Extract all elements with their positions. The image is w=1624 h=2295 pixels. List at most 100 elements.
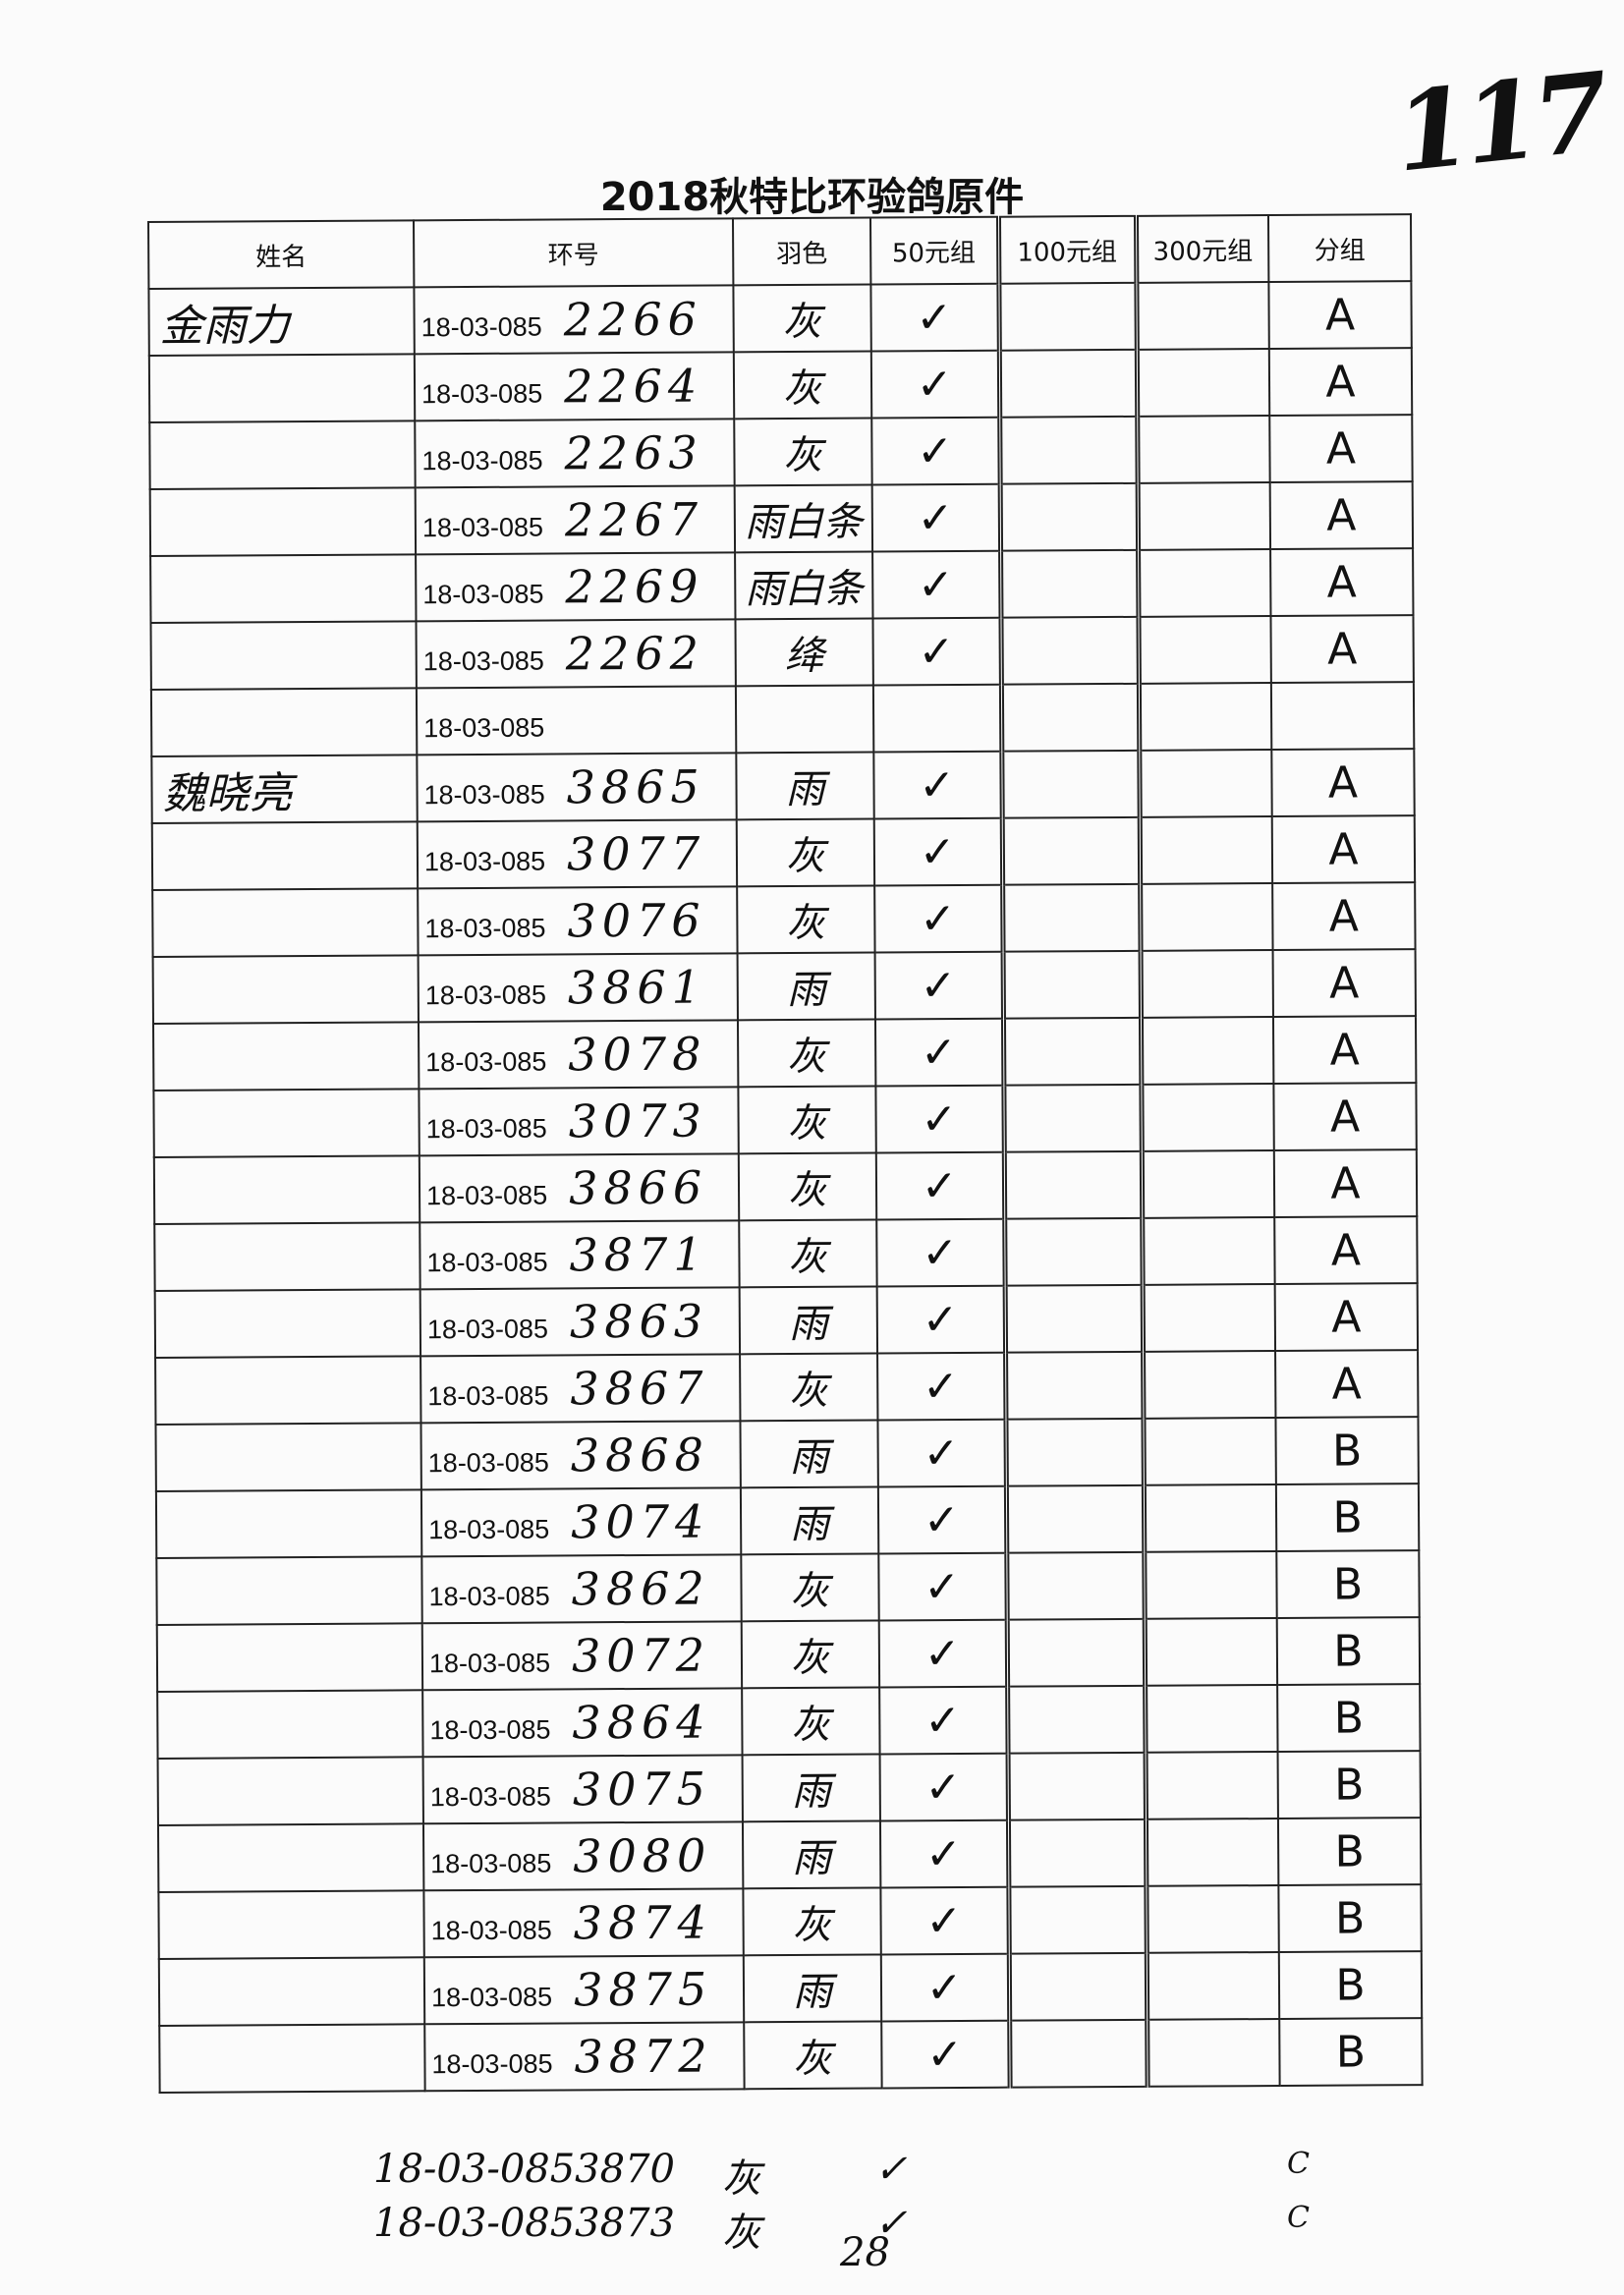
table-row: 18-03-085 3866 灰 ✓ A: [153, 1149, 1418, 1224]
cell-ring: 18-03-085 3872: [424, 2022, 745, 2092]
cell-100: [1008, 1885, 1147, 1954]
table-row: 18-03-085 3077 灰 ✓ A: [151, 815, 1416, 890]
ring-prefix: 18-03-085: [423, 712, 545, 744]
cell-color: 灰: [741, 1553, 879, 1622]
cell-100: [1000, 683, 1140, 752]
cell-50: ✓: [877, 1352, 1006, 1421]
table-row: 18-03-085 3074 雨 ✓ B: [155, 1483, 1420, 1558]
cell-name: [157, 1690, 423, 1759]
cell-300: [1137, 416, 1270, 483]
cell-300: [1139, 750, 1272, 817]
cell-group: A: [1271, 749, 1415, 817]
cell-ring: 18-03-085: [416, 686, 737, 756]
cell-ring: 18-03-085 3874: [423, 1888, 744, 1958]
cell-name: [155, 1356, 421, 1425]
cell-color: 雨: [736, 752, 874, 820]
cell-300: [1138, 549, 1271, 617]
cell-name: [158, 1957, 425, 2026]
cell-name: [152, 888, 419, 957]
cell-100: [1000, 549, 1139, 618]
ring-number: 3861: [567, 960, 707, 1015]
extra-row: 18-03-0853873 灰 ✓ C: [373, 2201, 1415, 2256]
cell-group: B: [1277, 1751, 1421, 1819]
cell-ring: 18-03-085 3868: [420, 1421, 741, 1490]
cell-100: [999, 416, 1138, 484]
ring-prefix: 18-03-085: [424, 980, 547, 1011]
cell-group: B: [1275, 1417, 1419, 1485]
cell-group: A: [1269, 415, 1413, 483]
cell-color: 灰: [733, 284, 871, 353]
ring-number: 3073: [568, 1093, 707, 1148]
ring-number: 3868: [570, 1427, 710, 1483]
cell-300: [1137, 482, 1271, 550]
cell-name: [156, 1556, 422, 1625]
table-row: 18-03-085 3871 灰 ✓ A: [154, 1216, 1418, 1291]
cell-name: [149, 420, 416, 489]
cell-group: A: [1268, 281, 1412, 350]
extra-group: C: [1287, 2147, 1310, 2181]
cell-50: ✓: [873, 817, 1003, 886]
cell-50: ✓: [870, 350, 1000, 419]
table-row: 18-03-085 3072 灰 ✓ B: [156, 1617, 1421, 1692]
cell-100: [1008, 1952, 1148, 2021]
cell-300: [1143, 1418, 1276, 1485]
cell-50: ✓: [875, 1151, 1005, 1220]
ring-number: 3865: [566, 759, 705, 814]
cell-50: ✓: [880, 1953, 1010, 2022]
cell-group: A: [1272, 882, 1416, 951]
table-row: 18-03-085 2262 绛 ✓ A: [150, 615, 1414, 690]
ring-number: 3074: [571, 1494, 710, 1549]
cell-name: [151, 821, 419, 890]
table-row: 魏晓亮 18-03-085 3865 雨 ✓ A: [151, 749, 1415, 823]
cell-50: ✓: [879, 1819, 1009, 1888]
cell-color: 灰: [743, 1887, 881, 1956]
cell-group: B: [1278, 1951, 1423, 2019]
cell-group: A: [1272, 1016, 1417, 1085]
table-row: 18-03-085 2269 雨白条 ✓ A: [150, 548, 1414, 623]
cell-ring: 18-03-085 3075: [422, 1755, 743, 1824]
header-100: 100元组: [997, 215, 1137, 284]
extra-50: ✓: [874, 2201, 908, 2246]
cell-group: A: [1275, 1350, 1419, 1419]
cell-group: B: [1275, 1483, 1420, 1552]
ring-number: 2264: [563, 359, 703, 414]
cell-300: [1141, 1150, 1275, 1218]
table-row: 18-03-085 3863 雨 ✓ A: [154, 1283, 1419, 1358]
cell-ring: 18-03-085 3875: [423, 1955, 745, 2025]
table-row: 18-03-085 2263 灰 ✓ A: [149, 415, 1413, 489]
cell-100: [1005, 1418, 1144, 1486]
cell-ring: 18-03-085 3864: [422, 1688, 743, 1758]
ring-prefix: 18-03-085: [423, 779, 545, 811]
cell-300: [1144, 1618, 1278, 1686]
cell-group: B: [1279, 2018, 1423, 2086]
extra-ring: 18-03-0853873: [373, 2201, 675, 2246]
cell-name: [150, 621, 417, 690]
cell-ring: 18-03-085 3861: [418, 953, 738, 1023]
cell-name: [153, 1089, 420, 1157]
table-row: 18-03-085 3076 灰 ✓ A: [152, 882, 1416, 957]
cell-100: [1001, 816, 1141, 885]
table-row: 18-03-085 3872 灰 ✓ B: [159, 2018, 1423, 2093]
ring-prefix: 18-03-085: [422, 579, 544, 610]
cell-300: [1140, 883, 1273, 951]
table-row: 18-03-085 3867 灰 ✓ A: [155, 1350, 1419, 1425]
cell-100: [1000, 616, 1139, 685]
cell-color: 灰: [738, 1086, 876, 1154]
cell-50: ✓: [874, 884, 1003, 953]
cell-group: A: [1269, 481, 1414, 550]
cell-100: [1002, 1017, 1142, 1086]
cell-300: [1145, 1818, 1279, 1886]
cell-group: A: [1271, 815, 1416, 884]
cell-group: [1270, 682, 1415, 751]
cell-100: [1005, 1484, 1145, 1553]
header-300: 300元组: [1135, 215, 1269, 283]
ring-prefix: 18-03-085: [426, 1314, 549, 1345]
ring-prefix: 18-03-085: [426, 1247, 548, 1278]
ring-number: 3075: [572, 1762, 712, 1817]
ring-number: 3077: [566, 826, 706, 881]
table-row: 18-03-085 3868 雨 ✓ B: [155, 1417, 1419, 1491]
cell-name: [157, 1757, 423, 1825]
cell-group: A: [1272, 949, 1416, 1018]
cell-300: [1143, 1484, 1277, 1552]
cell-color: 灰: [739, 1219, 877, 1288]
